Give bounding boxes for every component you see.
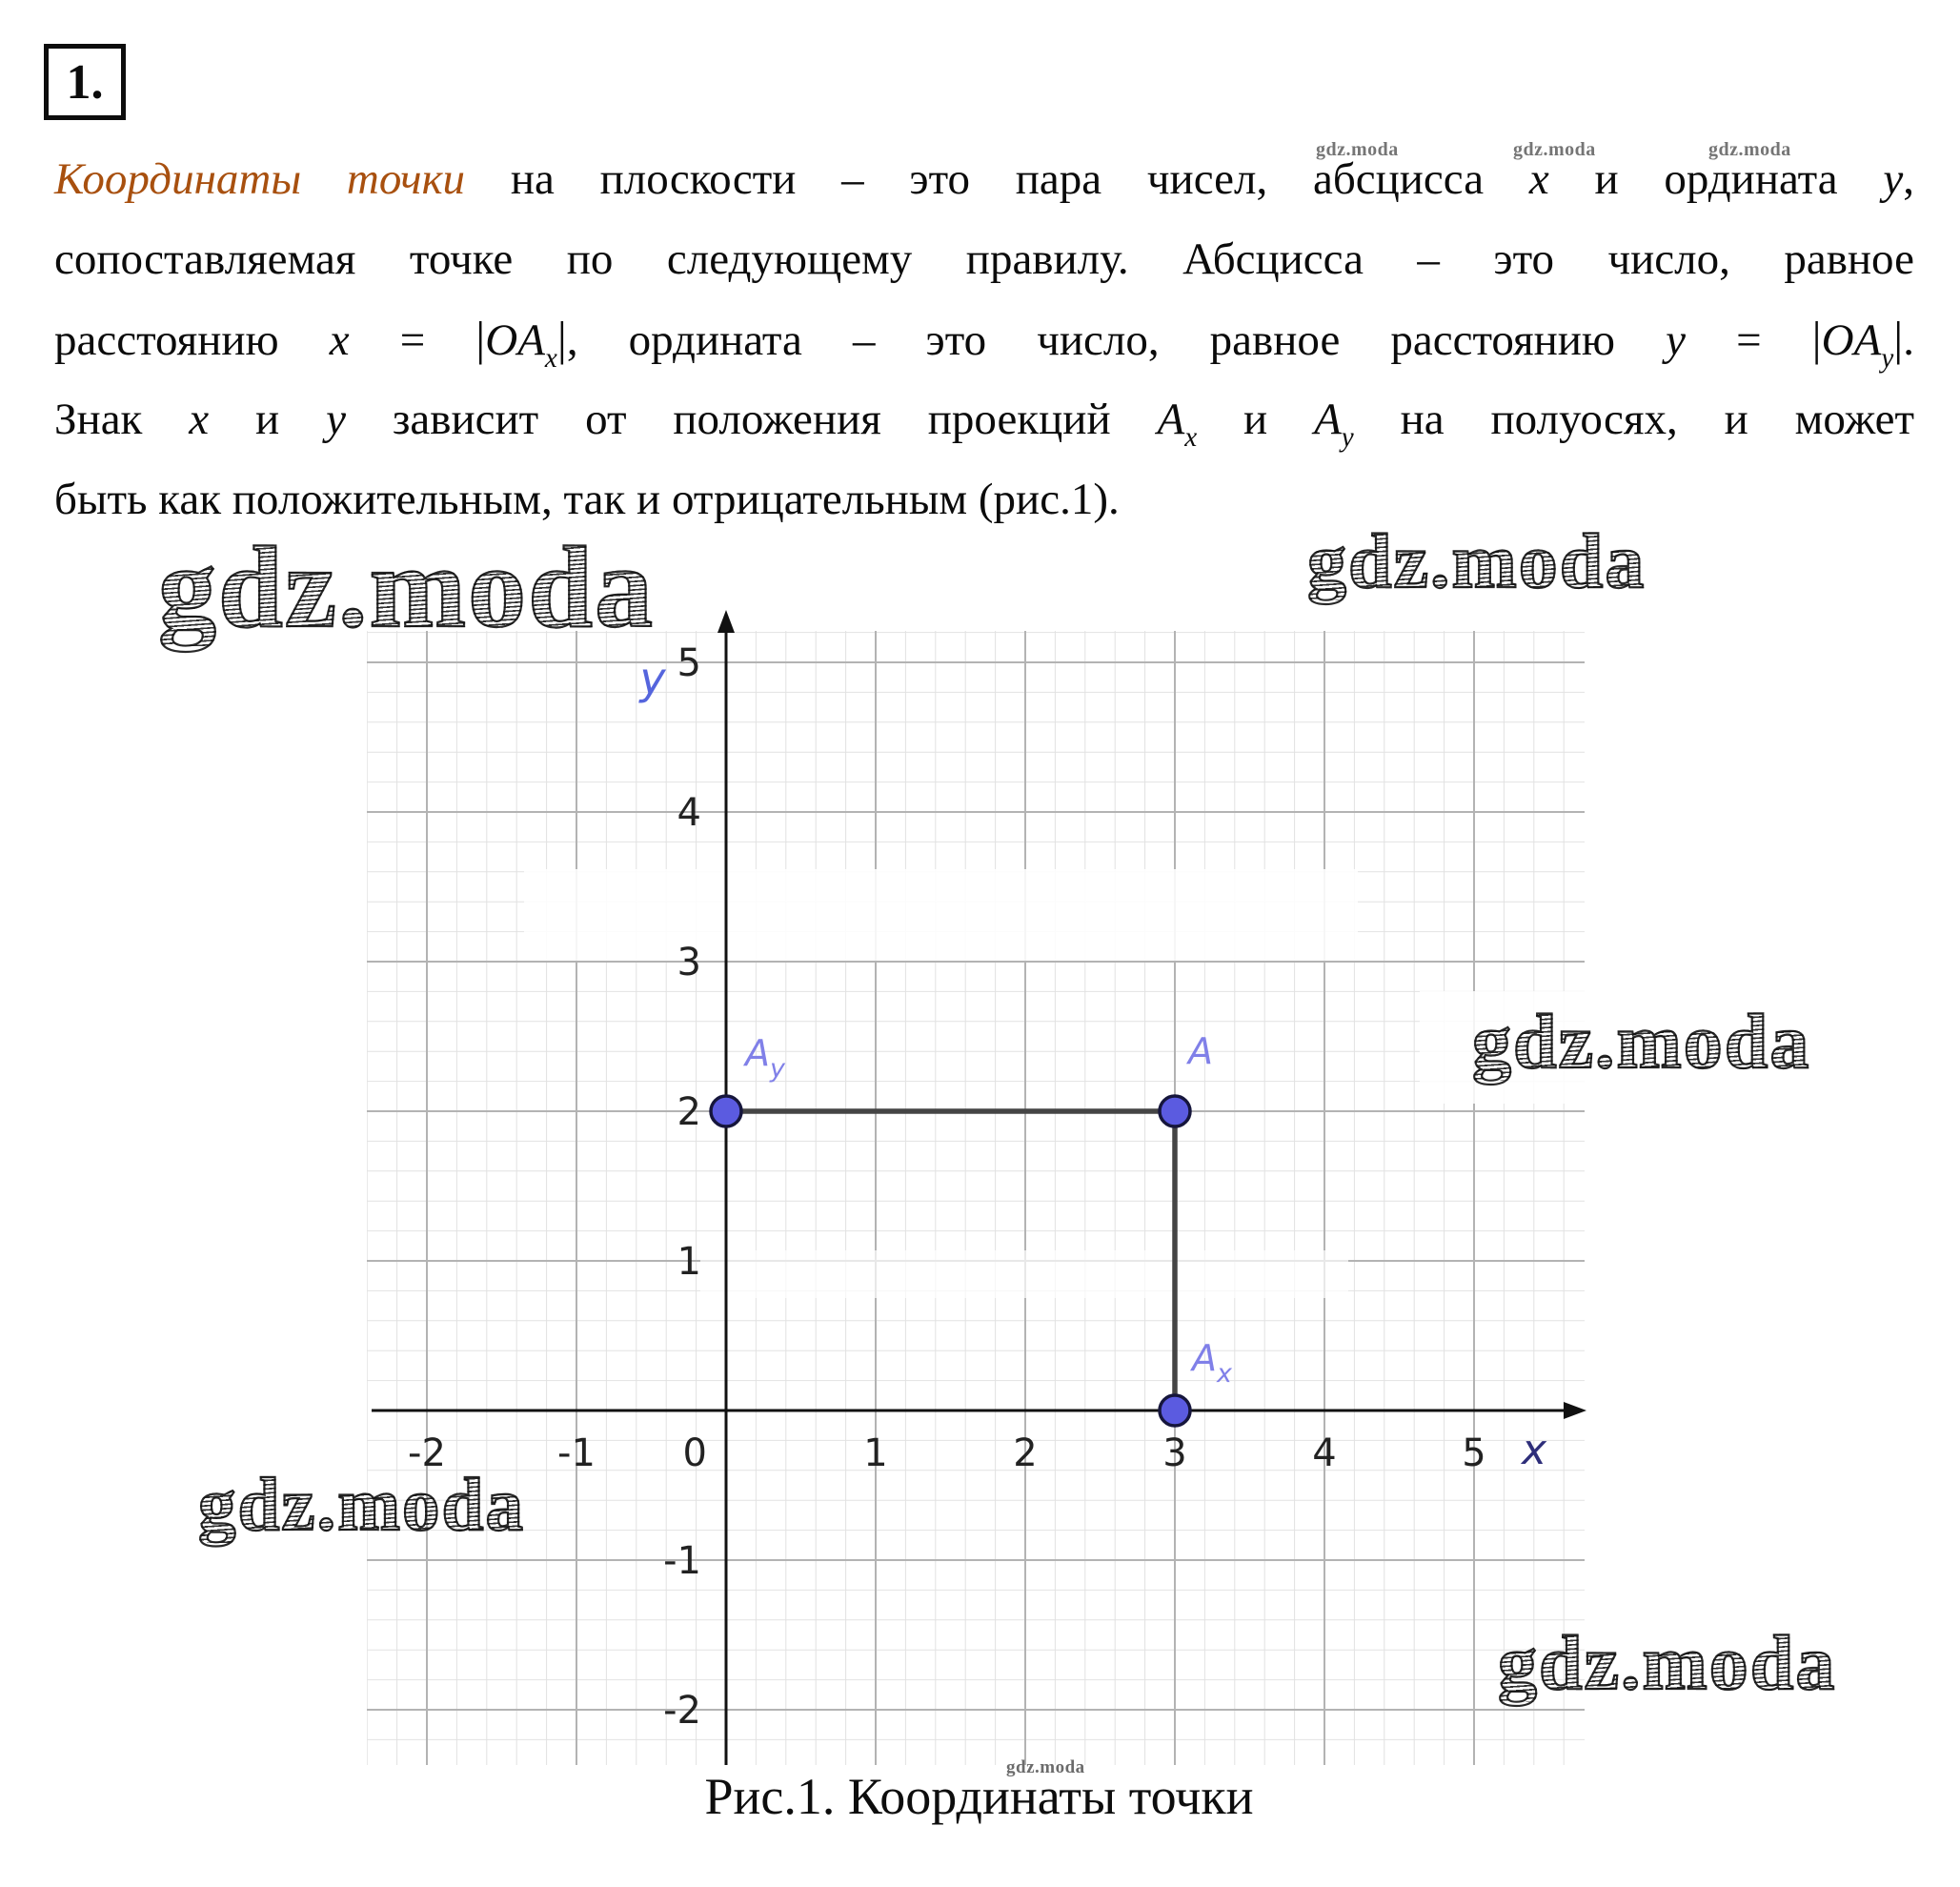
x-tick-label: 5: [1462, 1431, 1485, 1475]
x-tick-label: 1: [863, 1431, 887, 1475]
paragraph-line-4: Знак x и y зависит от положения проекций…: [54, 395, 1914, 454]
y-axis-arrow: [717, 610, 735, 633]
y-tick-label: 3: [677, 941, 701, 984]
point-A_x: [1158, 1393, 1192, 1428]
x-tick-label: -2: [408, 1431, 446, 1475]
paragraph-line-1: Координаты точки на плоскости – это пара…: [54, 154, 1914, 204]
watermark-small-2: gdz.moda: [1513, 139, 1596, 160]
x-tick-label: 4: [1312, 1431, 1336, 1475]
y-tick-label: 1: [677, 1240, 701, 1284]
watermark-small-3: gdz.moda: [1708, 139, 1791, 160]
y-tick-label: -1: [663, 1539, 701, 1583]
watermark-big-top-right: gdz.moda: [1306, 517, 1647, 604]
x-tick-label: 0: [683, 1431, 707, 1475]
x-axis-arrow: [1564, 1402, 1586, 1419]
point-A_y: [709, 1094, 743, 1128]
section-number-box: 1.: [44, 44, 126, 120]
paragraph-line-3: расстоянию x = |OAx|, ордината – это чис…: [54, 313, 1914, 375]
point-A: [1158, 1094, 1192, 1128]
figure-caption: Рис.1. Координаты точки: [704, 1768, 1254, 1825]
watermark-caption: gdz.moda: [1006, 1757, 1085, 1777]
point-label-A: A: [1185, 1030, 1213, 1072]
paragraph-line-5: быть как положительным, так и отрицатель…: [54, 475, 1120, 524]
point-label-A_y: Ay: [742, 1032, 786, 1084]
x-tick-label: 3: [1162, 1431, 1186, 1475]
x-axis-label: x: [1520, 1426, 1547, 1474]
watermark-big-top-left: gdz.moda: [157, 523, 655, 652]
y-tick-label: -2: [663, 1689, 701, 1733]
y-tick-label: 5: [677, 641, 701, 685]
definition-paragraph: Координаты точки на плоскости – это пара…: [54, 139, 1914, 539]
watermark-big-mid-right: gdz.moda: [1471, 998, 1811, 1085]
y-tick-label: 4: [677, 791, 701, 835]
y-axis-label: y: [637, 653, 666, 704]
section-number: 1.: [66, 54, 104, 110]
x-tick-label: 2: [1013, 1431, 1037, 1475]
watermark-small-1: gdz.moda: [1316, 139, 1399, 160]
paragraph-line-2: сопоставляемая точке по следующему прави…: [54, 234, 1914, 284]
watermark-big-bottom-right: gdz.moda: [1497, 1619, 1837, 1706]
watermark-big-bottom-left: gdz.moda: [197, 1464, 525, 1547]
y-tick-label: 2: [677, 1090, 701, 1134]
x-tick-label: -1: [557, 1431, 596, 1475]
